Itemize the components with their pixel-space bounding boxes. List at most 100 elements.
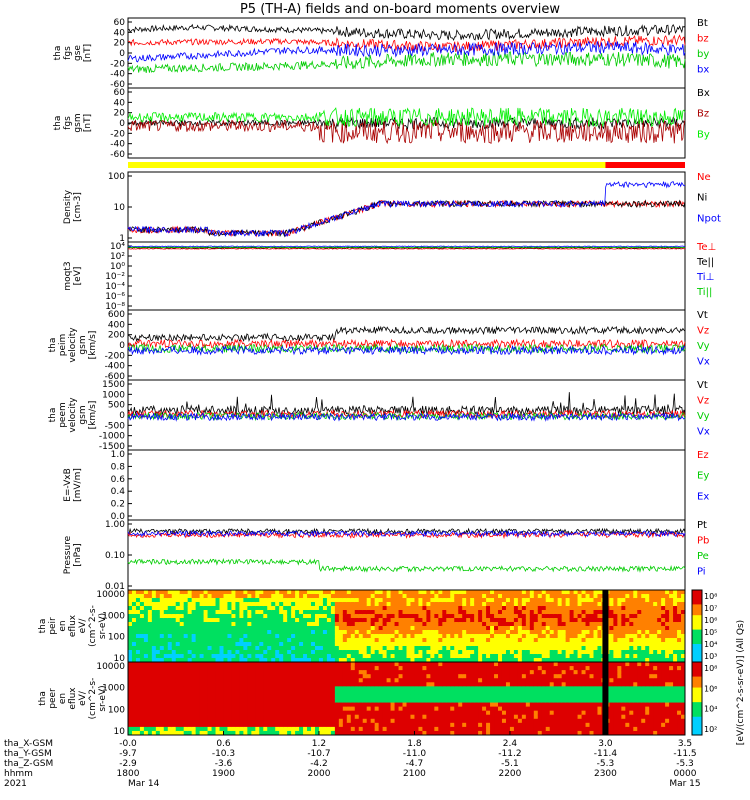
heatmap-cell	[303, 654, 308, 659]
heatmap-cell	[625, 626, 630, 631]
heatmap-cell	[521, 646, 527, 651]
heatmap-cell	[211, 730, 217, 736]
heatmap-cell	[195, 642, 201, 647]
heatmap-cell	[525, 674, 531, 679]
heatmap-cell	[295, 674, 300, 679]
heatmap-cell	[163, 610, 169, 615]
heatmap-cell	[414, 670, 419, 675]
heatmap-cell	[390, 706, 396, 712]
heatmap-cell	[175, 646, 181, 651]
heatmap-cell	[330, 714, 336, 720]
heatmap-cell	[430, 662, 435, 667]
heatmap-cell	[318, 698, 324, 704]
heatmap-cell	[517, 610, 523, 615]
heatmap-cell	[338, 706, 344, 712]
heatmap-cell	[525, 710, 531, 716]
heatmap-cell	[318, 606, 324, 611]
heatmap-cell	[131, 638, 137, 643]
heatmap-cell	[374, 714, 380, 720]
heatmap-cell	[167, 718, 173, 724]
heatmap-cell	[569, 638, 575, 643]
heatmap-cell	[163, 698, 169, 704]
heatmap-cell	[131, 622, 137, 627]
heatmap-cell	[191, 662, 197, 667]
heatmap-cell	[151, 690, 157, 695]
heatmap-cell	[669, 654, 674, 659]
heatmap-cell	[307, 698, 312, 704]
heatmap-cell	[394, 622, 400, 627]
heatmap-cell	[545, 646, 551, 651]
heatmap-cell	[143, 694, 149, 699]
heatmap-cell	[171, 714, 177, 720]
heatmap-cell	[482, 610, 487, 615]
heatmap-cell	[501, 638, 507, 643]
heatmap-cell	[283, 682, 288, 687]
heatmap-cell	[549, 642, 555, 647]
ytick-label: 100	[108, 172, 125, 182]
heatmap-cell	[557, 678, 563, 683]
heatmap-cell	[223, 602, 228, 607]
heatmap-cell	[251, 602, 256, 607]
heatmap-cell	[338, 718, 344, 724]
heatmap-cell	[318, 670, 324, 675]
heatmap-cell	[362, 722, 368, 728]
heatmap-cell	[617, 634, 622, 639]
heatmap-cell	[458, 662, 463, 667]
heatmap-cell	[187, 718, 193, 724]
heatmap-cell	[637, 622, 642, 627]
heatmap-cell	[553, 722, 559, 728]
heatmap-cell	[450, 694, 455, 699]
series-line-by	[127, 51, 686, 73]
heatmap-cell	[183, 726, 189, 732]
flag-segment	[128, 162, 606, 168]
heatmap-cell	[517, 590, 523, 595]
heatmap-cell	[517, 702, 523, 708]
heatmap-cell	[362, 690, 368, 695]
heatmap-cell	[195, 646, 201, 651]
heatmap-cell	[167, 694, 173, 699]
heatmap-cell	[215, 718, 221, 724]
heatmap-cell	[378, 726, 384, 732]
heatmap-cell	[219, 706, 224, 712]
heatmap-cell	[557, 662, 563, 667]
heatmap-cell	[128, 606, 133, 611]
heatmap-cell	[128, 614, 133, 619]
heatmap-cell	[314, 698, 320, 704]
heatmap-cell	[581, 722, 587, 728]
heatmap-cell	[295, 698, 300, 704]
heatmap-cell	[438, 718, 443, 724]
heatmap-cell	[541, 730, 547, 736]
heatmap-cell	[581, 614, 587, 619]
heatmap-cell	[195, 714, 201, 720]
heatmap-cell	[251, 614, 256, 619]
heatmap-cell	[151, 666, 157, 671]
heatmap-cell	[219, 718, 224, 724]
heatmap-cell	[330, 698, 336, 704]
heatmap-cell	[163, 722, 169, 728]
heatmap-cell	[199, 690, 205, 695]
heatmap-cell	[553, 698, 559, 704]
heatmap-cell	[354, 678, 360, 683]
heatmap-cell	[199, 622, 205, 627]
heatmap-cell	[410, 646, 415, 651]
heatmap-cell	[597, 662, 602, 667]
heatmap-cell	[370, 630, 376, 635]
heatmap-cell	[501, 614, 507, 619]
legend-Npot: Npot	[697, 213, 721, 224]
heatmap-cell	[498, 658, 503, 663]
heatmap-cell	[498, 598, 503, 603]
heatmap-cell	[187, 630, 193, 635]
heatmap-cell	[625, 646, 630, 651]
heatmap-cell	[394, 662, 400, 667]
heatmap-cell	[490, 622, 495, 627]
heatmap-cell	[207, 722, 213, 728]
heatmap-cell	[446, 686, 451, 691]
heatmap-cell	[135, 630, 141, 635]
heatmap-cell	[374, 674, 380, 679]
heatmap-cell	[581, 706, 587, 712]
heatmap-cell	[235, 726, 240, 732]
heatmap-cell	[430, 630, 435, 635]
heatmap-cell	[195, 698, 201, 704]
heatmap-cell	[509, 642, 515, 647]
heatmap-cell	[378, 638, 384, 643]
